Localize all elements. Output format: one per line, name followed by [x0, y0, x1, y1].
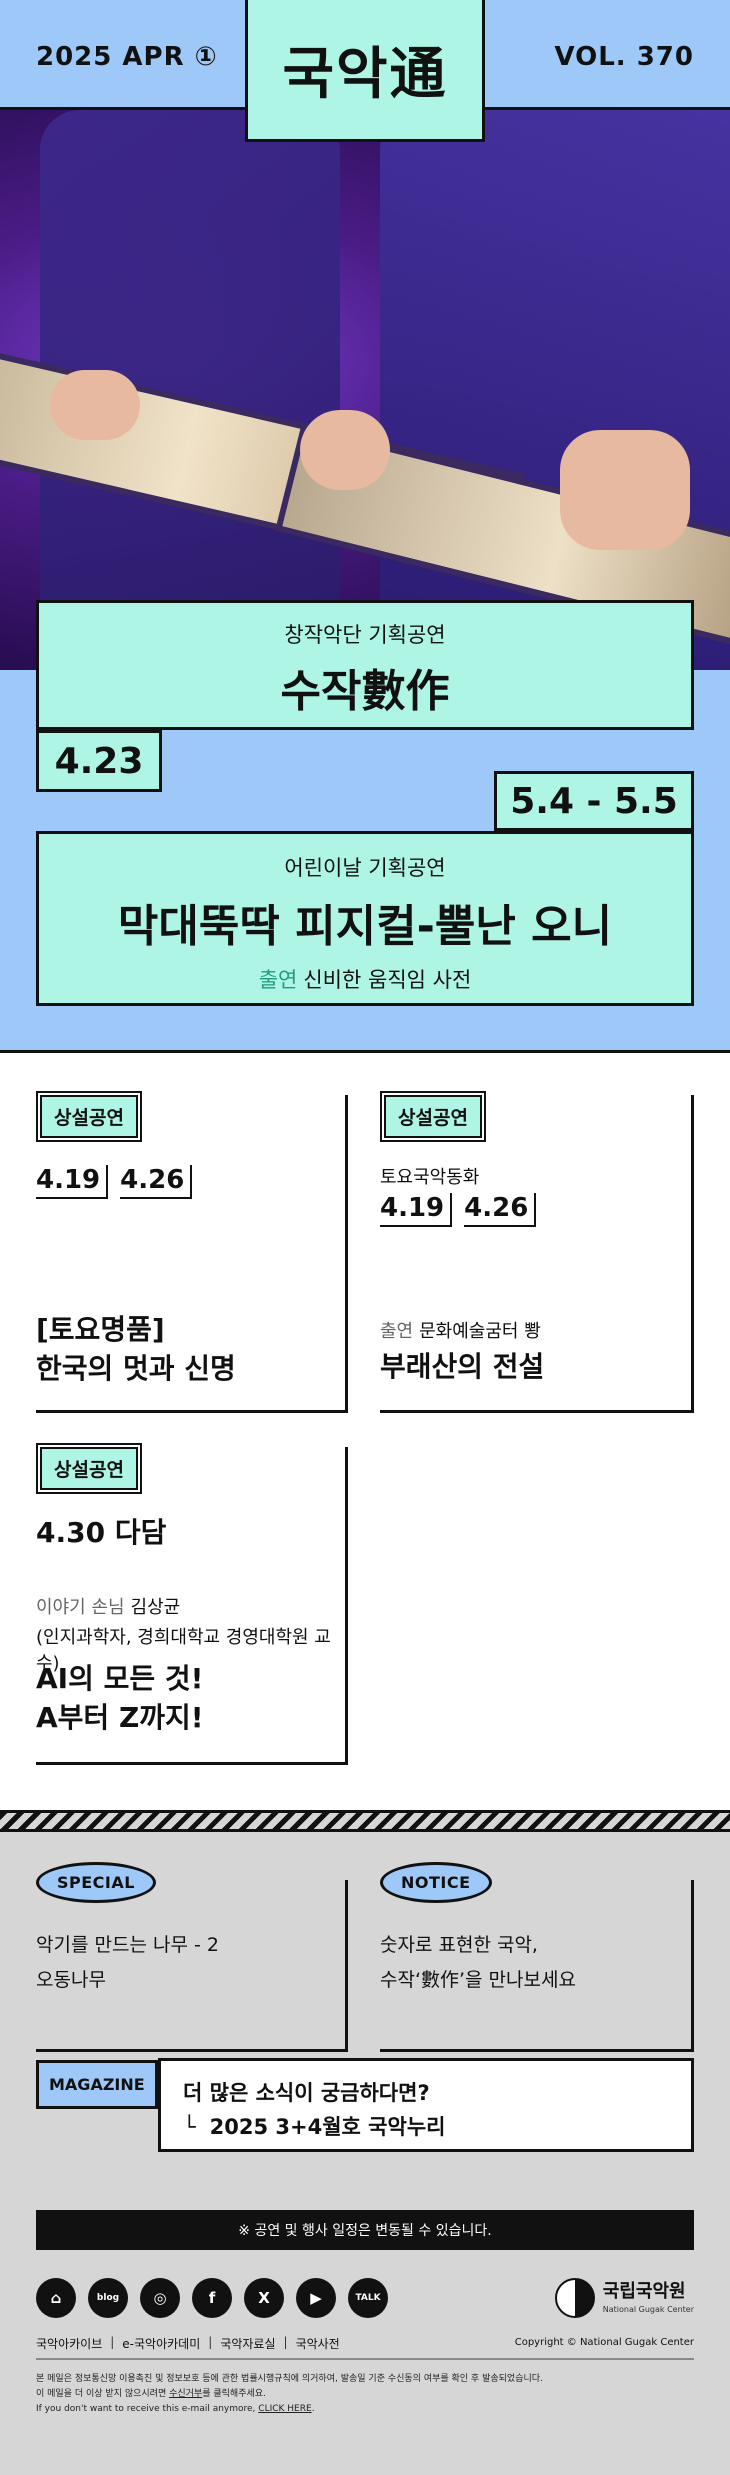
legal-line: If you don't want to receive this e-mail…	[36, 2402, 543, 2417]
special-line: 오동나무	[36, 1969, 106, 1992]
event-date-badge: 5.4 - 5.5	[494, 771, 694, 831]
logo-text: 국악通	[282, 42, 448, 107]
notice-text: 숫자로 표현한 국악, 수작‘數作’을 만나보세요	[380, 1928, 576, 1998]
special-label: SPECIAL	[36, 1862, 156, 1903]
event-date-badge: 4.23	[36, 730, 162, 792]
series-name: 토요국악동화	[380, 1167, 480, 1188]
special-card[interactable]: 악기를 만드는 나무 - 2 오동나무	[36, 1880, 348, 2052]
performance-title: [토요명품] 한국의 멋과 신명	[36, 1310, 236, 1388]
kakaotalk-icon[interactable]: TALK	[348, 2278, 388, 2318]
guest-affiliation: (인지과학자, 경희대학교 경영대학원 교수)	[36, 1627, 331, 1674]
legal-text: If you don't want to receive this e-mail…	[36, 2403, 259, 2414]
date-chip: 4.26	[464, 1193, 537, 1227]
taegeuk-emblem-icon	[554, 2278, 595, 2318]
guest-label: 이야기 손님	[36, 1597, 125, 1618]
legal-text: 를 클릭해주세요.	[202, 2388, 266, 2399]
unsubscribe-link-ko[interactable]: 수신거부	[169, 2388, 203, 2399]
guest-name: 김상균	[130, 1597, 181, 1618]
title-line: AI의 모든 것!	[36, 1662, 204, 1695]
copyright: Copyright © National Gugak Center	[514, 2337, 694, 2348]
link-separator: |	[110, 2335, 115, 2349]
special-line: 악기를 만드는 나무 - 2	[36, 1934, 219, 1956]
performance-cast: 출연 문화예술굼터 뽱	[380, 1317, 541, 1343]
footer-link-archive[interactable]: 국악아카이브	[36, 2337, 103, 2351]
special-text: 악기를 만드는 나무 - 2 오동나무	[36, 1928, 219, 1998]
event-subtitle: 창작악단 기획공연	[284, 623, 446, 647]
notice-label: NOTICE	[380, 1862, 492, 1903]
performance-card[interactable]: 상설공연 4.30 다담 이야기 손님 김상균 (인지과학자, 경희대학교 경영대…	[36, 1443, 348, 1765]
performance-cards-section: 상설공연 4.19 4.26 [토요명품] 한국의 멋과 신명 상설공연 토요국…	[0, 1050, 730, 1810]
volume-number: VOL. 370	[554, 42, 694, 72]
magazine-prompt: 더 많은 소식이 궁금하다면?	[183, 2081, 430, 2105]
footer-link-academy[interactable]: e-국악아카데미	[122, 2337, 201, 2351]
link-separator: |	[283, 2335, 288, 2349]
social-links: ⌂ blog ◎ f X ▶ TALK	[36, 2278, 388, 2318]
date-chip: 4.26	[120, 1165, 193, 1199]
performance-dates: 4.19 4.26	[36, 1165, 193, 1199]
extras-section: 악기를 만드는 나무 - 2 오동나무 SPECIAL 숫자로 표현한 국악, …	[0, 1810, 730, 2475]
corner-arrow-icon: └	[183, 2115, 196, 2139]
legal-text: .	[311, 2403, 315, 2414]
event-subtitle: 어린이날 기획공연	[284, 856, 446, 880]
event-title: 수작數作	[280, 666, 450, 717]
legal-fine-print: 본 메일은 정보통신망 이용촉진 및 정보보호 등에 관한 법률시행규칙에 의거…	[36, 2372, 543, 2417]
title-line: [토요명품]	[36, 1313, 165, 1346]
issue-date: 2025 APR ①	[36, 42, 218, 72]
performance-card[interactable]: 상설공연 4.19 4.26 [토요명품] 한국의 멋과 신명	[36, 1091, 348, 1413]
notice-card[interactable]: 숫자로 표현한 국악, 수작‘數作’을 만나보세요	[380, 1880, 694, 2052]
youtube-icon[interactable]: ▶	[296, 2278, 336, 2318]
event-banner-sujak[interactable]: 창작악단 기획공연 수작數作	[36, 600, 694, 730]
title-line: 한국의 멋과 신명	[36, 1352, 236, 1386]
newsletter-logo[interactable]: 국악通	[245, 0, 485, 142]
blog-icon[interactable]: blog	[88, 2278, 128, 2318]
date-chip: 4.19	[380, 1193, 453, 1227]
date-chip: 4.19	[36, 1165, 109, 1199]
home-icon[interactable]: ⌂	[36, 2278, 76, 2318]
footer-link-dictionary[interactable]: 국악사전	[295, 2337, 340, 2351]
cast-label: 출연	[380, 1321, 414, 1342]
footer-links: 국악아카이브 | e-국악아카데미 | 국악자료실 | 국악사전	[36, 2335, 340, 2352]
diagonal-stripe-divider	[0, 1810, 730, 1832]
performance-card[interactable]: 상설공연 토요국악동화 4.19 4.26 출연 문화예술굼터 뽱 부래산의 전설	[380, 1091, 694, 1413]
hero-photo-gayageum-performance	[0, 110, 730, 670]
footer-link-library[interactable]: 국악자료실	[220, 2337, 276, 2351]
unsubscribe-link-en[interactable]: CLICK HERE	[258, 2403, 312, 2414]
guest-info: 이야기 손님 김상균	[36, 1593, 180, 1619]
schedule-change-notice: ※ 공연 및 행사 일정은 변동될 수 있습니다.	[36, 2210, 694, 2250]
performance-title: 부래산의 전설	[380, 1350, 545, 1383]
notice-line: 수작‘數作’을 만나보세요	[380, 1969, 576, 1992]
notice-line: 숫자로 표현한 국악,	[380, 1934, 538, 1956]
brand-name: 국립국악원	[602, 2280, 686, 2302]
magazine-issue-link[interactable]: └ 2025 3+4월호 국악누리	[183, 2111, 445, 2141]
performance-title: AI의 모든 것! A부터 Z까지!	[36, 1659, 204, 1737]
cast-name: 신비한 움직임 사전	[303, 968, 472, 992]
category-tag: 상설공연	[380, 1091, 486, 1142]
brand-english-name: National Gugak Center	[602, 2304, 694, 2314]
legal-line: 이 메일을 더 이상 받지 않으시려면 수신거부를 클릭해주세요.	[36, 2387, 543, 2402]
event-cast: 출연 신비한 움직임 사전	[39, 964, 691, 994]
footer-divider	[36, 2358, 694, 2360]
brand-logo[interactable]: 국립국악원 National Gugak Center	[554, 2278, 694, 2318]
category-tag: 상설공연	[36, 1443, 142, 1494]
cast-name: 문화예술굼터 뽱	[419, 1321, 541, 1342]
instagram-icon[interactable]: ◎	[140, 2278, 180, 2318]
hero-section: 2025 APR ① VOL. 370 국악通 창작악단 기획공연 수작數作 4…	[0, 0, 730, 1050]
facebook-icon[interactable]: f	[192, 2278, 232, 2318]
legal-line: 본 메일은 정보통신망 이용촉진 및 정보보호 등에 관한 법률시행규칙에 의거…	[36, 2374, 543, 2384]
legal-text: 이 메일을 더 이상 받지 않으시려면	[36, 2388, 170, 2399]
performance-dates: 4.19 4.26	[380, 1193, 537, 1227]
cast-label: 출연	[258, 968, 298, 992]
event-banner-childrens-day[interactable]: 어린이날 기획공연 막대뚝딱 피지컬-뿔난 오니 출연 신비한 움직임 사전	[36, 831, 694, 1006]
magazine-link-box[interactable]: 더 많은 소식이 궁금하다면? └ 2025 3+4월호 국악누리	[158, 2058, 694, 2152]
performance-heading: 4.30 다담	[36, 1516, 167, 1549]
magazine-label: MAGAZINE	[36, 2060, 158, 2109]
title-line: A부터 Z까지!	[36, 1701, 204, 1735]
magazine-issue-title: 2025 3+4월호 국악누리	[209, 2115, 446, 2139]
x-icon[interactable]: X	[244, 2278, 284, 2318]
category-tag: 상설공연	[36, 1091, 142, 1142]
event-title: 막대뚝딱 피지컬-뿔난 오니	[117, 901, 613, 952]
link-separator: |	[208, 2335, 213, 2349]
